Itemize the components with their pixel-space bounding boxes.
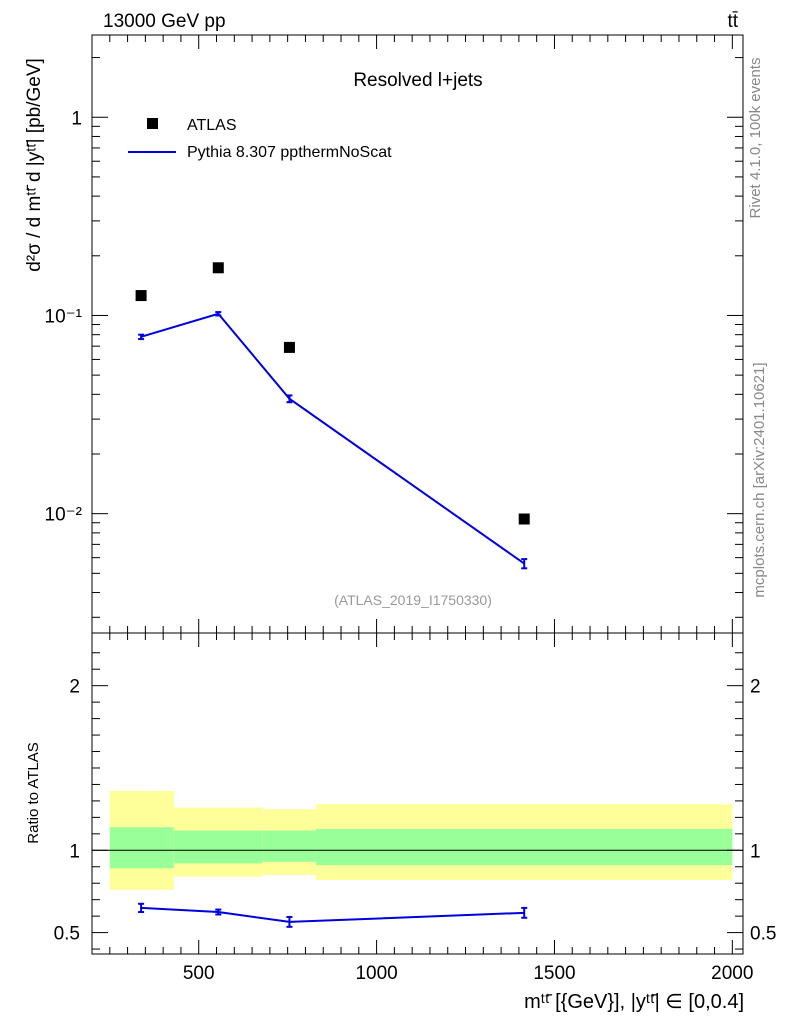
uncertainty-bands [92, 791, 743, 890]
legend-atlas-marker [147, 118, 158, 129]
ratio-y-tick-label-right: 1 [750, 841, 761, 862]
ratio-y-tick-label-left: 2 [69, 677, 80, 698]
analysis-id: (ATLAS_2019_I1750330) [334, 592, 492, 608]
energy-label: 13000 GeV pp [103, 11, 226, 32]
source-label: mcplots.cern.ch [arXiv:2401.10621] [751, 362, 768, 597]
main-ylabel: d²σ / d mᵗᵗ̄ d |yᵗᵗ̄| [pb/GeV] [24, 58, 45, 272]
ratio-panel-frame [91, 632, 744, 955]
ratio-y-tick-label-right: 0.5 [750, 924, 776, 945]
x-tick-labels: 500 1000 1500 2000 [183, 963, 754, 984]
x-tick-label: 500 [183, 963, 215, 984]
ratio-data-layer [138, 902, 528, 928]
main-title: Resolved l+jets [353, 70, 482, 91]
band-inner-0 [109, 827, 174, 869]
x-tick-label: 1500 [533, 963, 575, 984]
ratio-y-tick-labels: 2 2 1 1 0.5 0.5 [54, 677, 777, 945]
ratio-mc-line [141, 906, 525, 923]
x-tick-label: 1000 [355, 963, 397, 984]
process-label: tt̄ [727, 11, 738, 32]
atlas-point [518, 513, 530, 525]
rivet-version-label: Rivet 4.1.0, 100k events [747, 58, 764, 219]
band-inner-3 [316, 828, 733, 866]
ratio-y-tick-label-left: 0.5 [54, 924, 80, 945]
mc-line [140, 312, 525, 565]
atlas-point [283, 341, 295, 353]
legend-atlas-label: ATLAS [187, 117, 237, 134]
ratio-y-tick-label-left: 1 [69, 841, 80, 862]
band-inner-1 [173, 830, 263, 864]
x-axis-label: mᵗᵗ̄ [{GeV}], |yᵗᵗ̄| ∈ [0,0.4] [524, 991, 744, 1013]
atlas-point [135, 290, 147, 302]
ratio-y-tick-label-right: 2 [750, 677, 761, 698]
ratio-ylabel: Ratio to ATLAS [25, 742, 42, 843]
atlas-point [212, 262, 224, 274]
main-data-layer [135, 262, 530, 570]
x-tick-label: 2000 [711, 963, 753, 984]
main-y-tick-label: 10⁻¹ [45, 306, 83, 327]
axis-ticks [92, 35, 743, 954]
main-y-tick-label: 10⁻² [45, 505, 83, 526]
main-y-tick-labels: 1 10⁻¹ 10⁻² [45, 108, 83, 525]
legend-mc-label: Pythia 8.307 ppthermNoScat [187, 144, 392, 161]
band-inner-2 [262, 830, 317, 862]
main-y-tick-label: 1 [71, 108, 82, 129]
